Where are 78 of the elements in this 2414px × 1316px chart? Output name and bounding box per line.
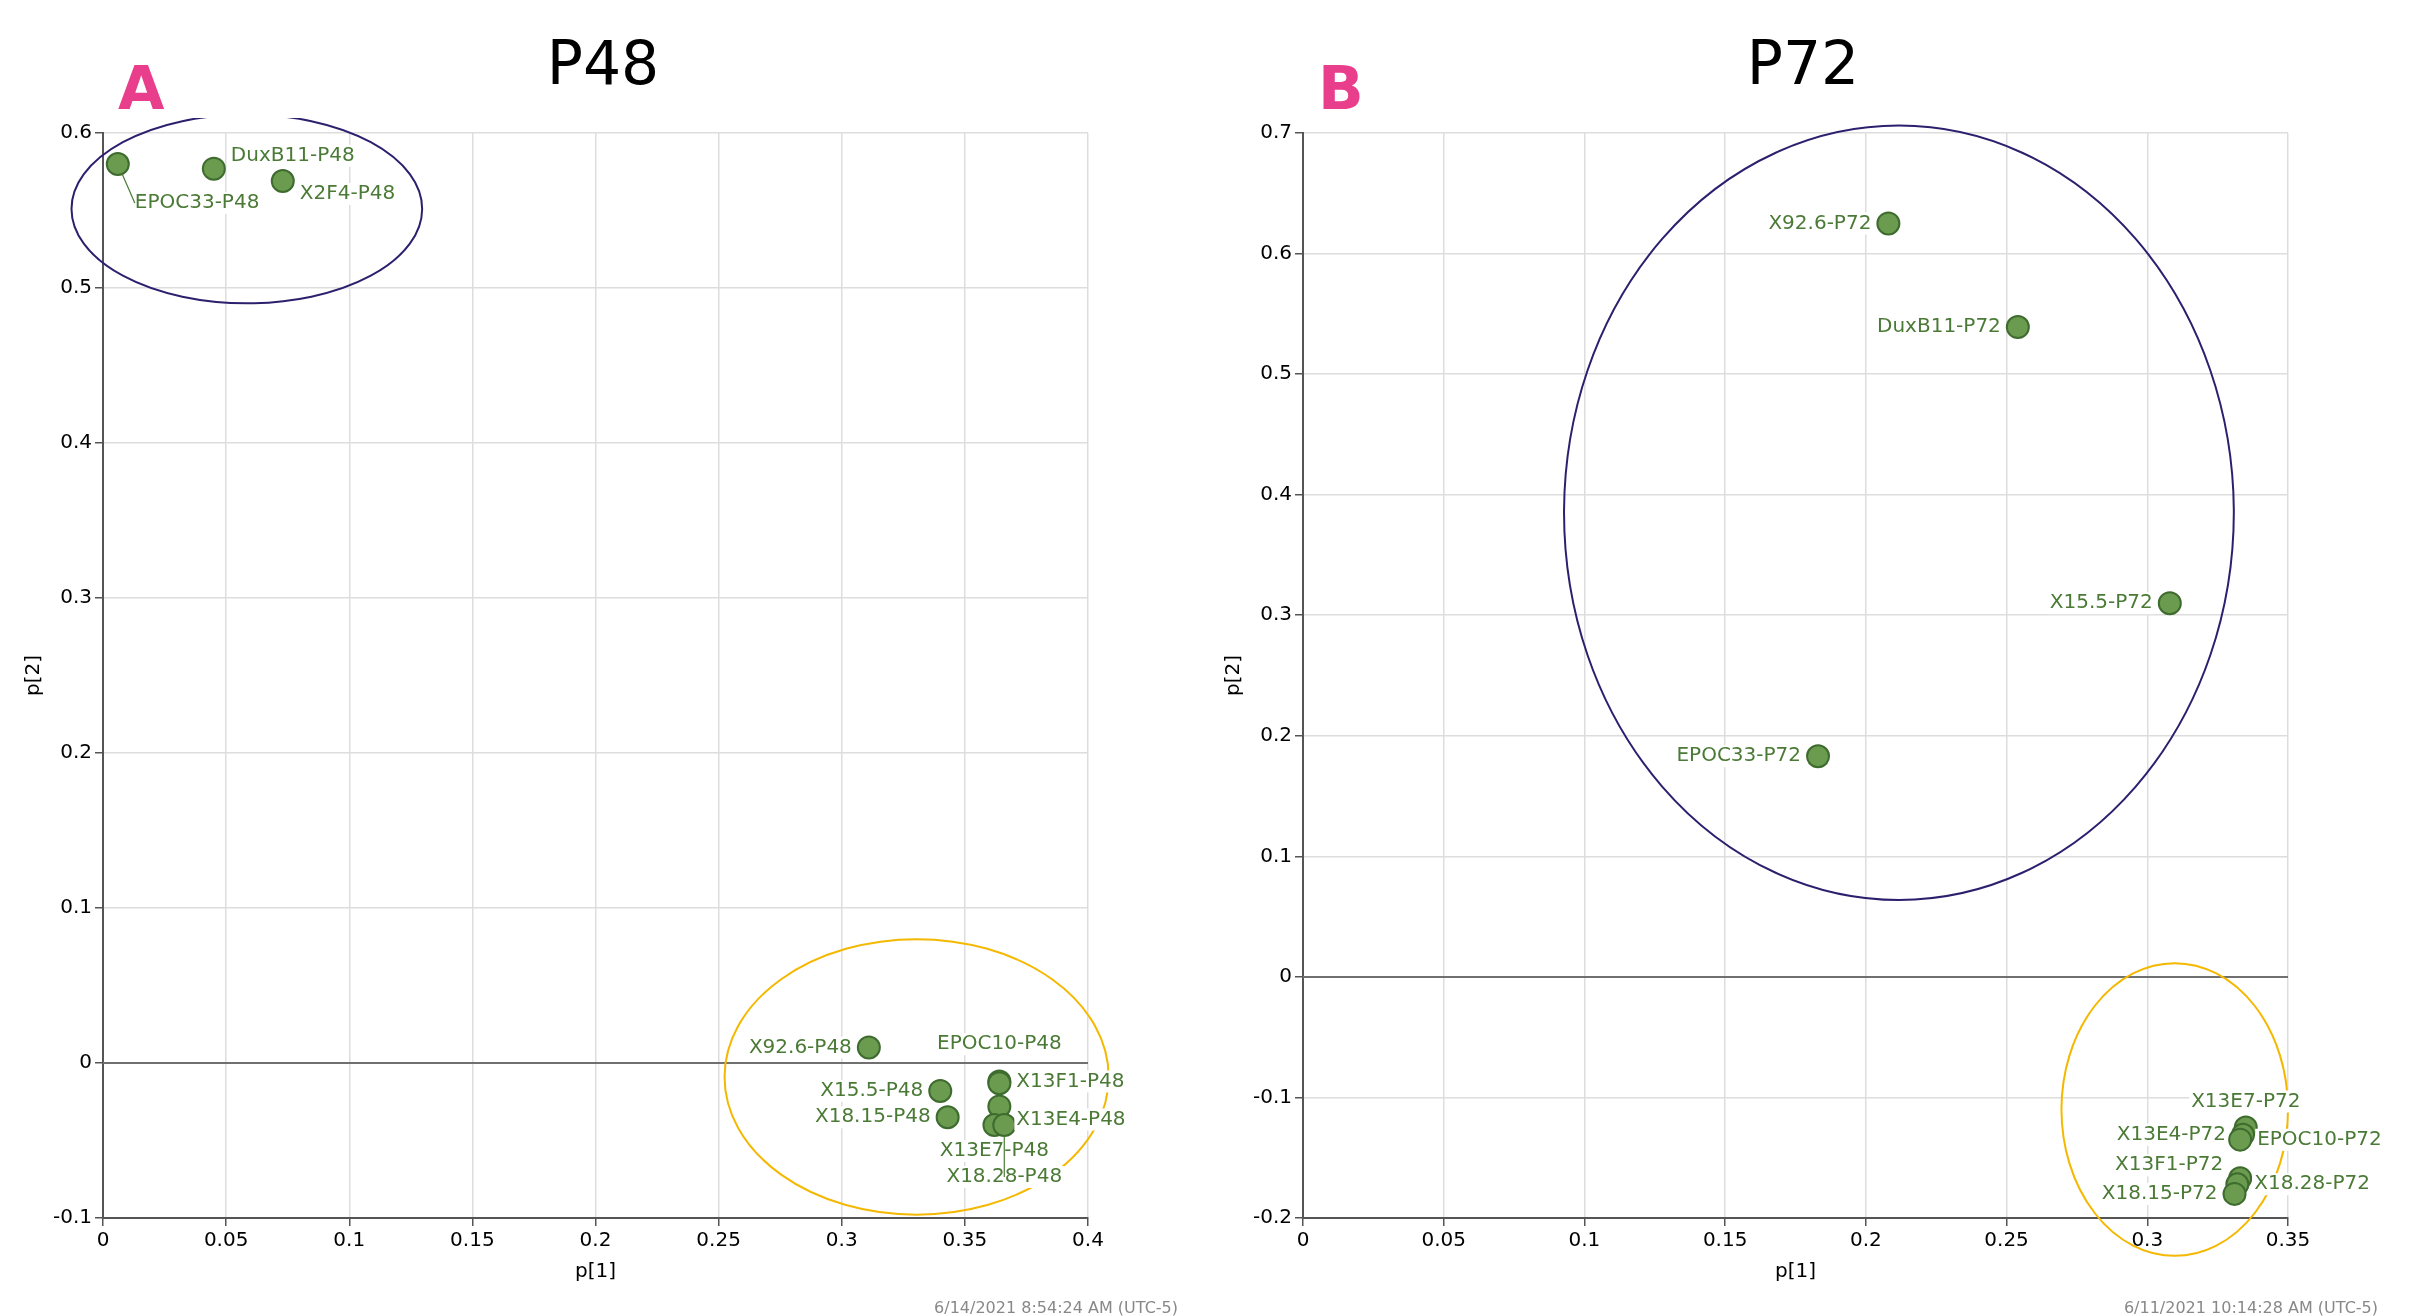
point (992, 1113, 1017, 1137)
x-tick-label: 0.1 (333, 1227, 366, 1252)
point (935, 1105, 960, 1130)
x-tick-label: 0.35 (2265, 1227, 2311, 1252)
annotation: DuxB11-P72 (1877, 313, 2001, 338)
x-tick-label: 0.2 (579, 1227, 612, 1252)
annotation: X13F1-P48 (1016, 1067, 1125, 1092)
y-tick-label: 0.1 (1260, 842, 1293, 867)
annotation: EPOC33-P48 (134, 189, 260, 214)
point (105, 152, 130, 176)
annotation: X2F4-P48 (299, 180, 396, 205)
x-tick-label: 0.35 (942, 1227, 988, 1252)
x-tick-label: 0.25 (1984, 1227, 2029, 1252)
annotation: X15.5-P72 (2049, 589, 2153, 614)
y-tick-label: 0.2 (60, 739, 93, 764)
point (2157, 591, 2182, 616)
x-tick-label: 0 (96, 1227, 110, 1252)
y-tick-label: 0.4 (1260, 480, 1293, 505)
y-tick-label: 0.3 (60, 584, 93, 609)
point (2222, 1181, 2247, 1206)
x-tick-label: 0 (1296, 1227, 1310, 1252)
annotation: X13F1-P72 (2115, 1151, 2224, 1176)
annotation: EPOC10-P72 (2257, 1125, 2382, 1150)
annotation: X13E4-P72 (2116, 1121, 2226, 1146)
text: A (118, 53, 165, 123)
point (2228, 1127, 2253, 1152)
annotation: X18.15-P72 (2101, 1180, 2218, 1205)
y-tick-label: 0.5 (1260, 360, 1293, 385)
point (928, 1078, 953, 1103)
annotation: X18.15-P48 (814, 1103, 931, 1128)
annotation: X13E4-P48 (1016, 1105, 1126, 1130)
annotation: X15.5-P48 (820, 1077, 924, 1102)
annotation: EPOC33-P72 (1676, 742, 1802, 767)
x-tick-label: 0.4 (1072, 1227, 1104, 1252)
point (856, 1035, 881, 1060)
annotation: X92.6-P48 (748, 1033, 852, 1058)
x-tick-label: 0.3 (825, 1227, 858, 1252)
point (1806, 744, 1831, 769)
chart-title: P48 (546, 28, 660, 98)
annotation: X18.28-P48 (946, 1163, 1063, 1188)
y-axis-title: p[2] (1220, 654, 1245, 697)
text: B (1318, 53, 1364, 123)
x-tick-label: 0.05 (203, 1227, 249, 1252)
y-tick-label: 0 (1279, 963, 1293, 988)
point (1876, 211, 1901, 236)
y-tick-label: -0.1 (52, 1204, 93, 1229)
chart-title: P72 (1746, 28, 1860, 98)
y-axis-title: p[2] (20, 654, 45, 697)
y-tick-label: 0.2 (1260, 721, 1293, 746)
annotation: X13E7-P72 (2191, 1087, 2301, 1112)
x-tick-label: 0.05 (1421, 1227, 1466, 1252)
x-tick-label: 0.2 (1849, 1227, 1882, 1252)
annotation: X92.6-P72 (1768, 209, 1872, 234)
x-tick-label: 0.3 (2131, 1227, 2164, 1252)
x-axis-title: p[1] (1775, 1258, 1817, 1283)
text: 6/14/2021 8:54:24 AM (UTC-5) (933, 1298, 1178, 1316)
y-tick-label: 0.7 (1260, 119, 1293, 144)
text: 6/11/2021 10:14:28 AM (UTC-5) (2122, 1298, 2378, 1316)
y-tick-label: 0.6 (1260, 239, 1293, 264)
x-tick-label: 0.15 (1702, 1227, 1748, 1252)
y-tick-label: 0.3 (1260, 601, 1293, 626)
x-tick-label: 0.25 (696, 1227, 741, 1252)
annotation: X18.28-P72 (2254, 1170, 2371, 1195)
y-tick-label: 0.1 (60, 894, 93, 919)
point (270, 169, 295, 194)
x-tick-label: 0.1 (1568, 1227, 1601, 1252)
y-tick-label: 0 (79, 1049, 93, 1074)
y-tick-label: 0.6 (60, 119, 93, 144)
point (2005, 315, 2030, 340)
annotation: EPOC10-P48 (937, 1030, 1062, 1055)
x-axis-title: p[1] (575, 1258, 617, 1283)
y-tick-label: -0.2 (1252, 1204, 1293, 1229)
annotation: DuxB11-P48 (230, 141, 355, 166)
x-tick-label: 0.15 (450, 1227, 495, 1252)
y-tick-label: -0.1 (1252, 1083, 1293, 1108)
y-tick-label: 0.5 (60, 274, 93, 299)
y-tick-label: 0.4 (60, 429, 93, 454)
point (201, 156, 226, 181)
